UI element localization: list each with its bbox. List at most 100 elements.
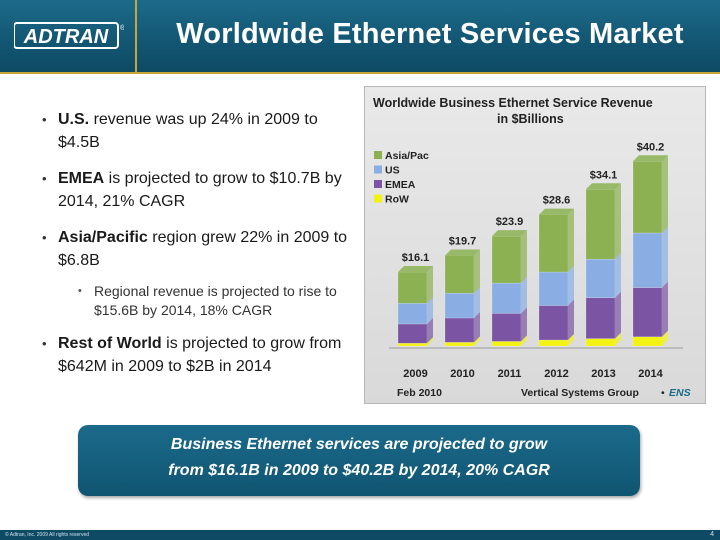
- legend-swatch-us: [374, 165, 382, 174]
- bar-segment-asiapac-2010: [444, 255, 475, 294]
- bar-segment-emea-2011: [491, 313, 522, 342]
- bar-side-us-2011: [521, 277, 527, 314]
- bar-segment-emea-2009: [397, 323, 428, 344]
- logo-registered-mark: ®: [120, 24, 124, 32]
- bar-segment-asiapac-2009: [397, 271, 428, 304]
- total-label-2009: $16.1: [402, 252, 430, 264]
- total-label-2013: $34.1: [590, 169, 618, 181]
- bar-segment-emea-2013: [585, 297, 616, 339]
- bar-side-asiapac-2013: [615, 183, 621, 260]
- bar-top-2011: [492, 230, 527, 237]
- bar-side-us-2009: [427, 297, 433, 324]
- chart-canvas: Worldwide Business Ethernet Service Reve…: [373, 96, 691, 399]
- bullet-emea: EMEA is projected to grow to $10.7B by 2…: [40, 167, 360, 213]
- bar-segment-us-2012: [538, 271, 569, 306]
- bar-segment-asiapac-2014: [632, 161, 663, 234]
- bar-top-2012: [539, 208, 574, 215]
- bar-side-row-2014: [662, 330, 668, 346]
- x-tick-2009: 2009: [403, 368, 427, 380]
- bar-side-us-2012: [568, 266, 574, 306]
- bar-segment-row-2013: [585, 338, 616, 347]
- x-tick-2010: 2010: [450, 368, 474, 380]
- bar-segment-us-2013: [585, 258, 616, 298]
- bar-side-emea-2014: [662, 281, 668, 337]
- adtran-logo: ADTRAN ®: [14, 22, 124, 49]
- legend-swatch-asiapac: [374, 151, 382, 159]
- bar-side-us-2014: [662, 226, 668, 288]
- bar-segment-us-2014: [632, 232, 663, 288]
- bar-side-row-2011: [521, 335, 527, 346]
- bar-segment-row-2011: [491, 341, 522, 347]
- bar-top-2009: [398, 266, 433, 273]
- bar-side-emea-2012: [568, 299, 574, 341]
- bar-segment-asiapac-2013: [585, 189, 616, 260]
- bar-segment-emea-2010: [444, 317, 475, 343]
- bar-segment-asiapac-2011: [491, 235, 522, 284]
- bar-side-asiapac-2011: [521, 230, 527, 284]
- header-divider: [0, 72, 720, 74]
- footer-bar: © Adtran, Inc. 2009 All rights reserved …: [0, 530, 720, 540]
- sub-bullet-regional: Regional revenue is projected to rise to…: [74, 282, 360, 320]
- chart-source-suffix: ENS: [669, 387, 691, 399]
- bar-segment-row-2010: [444, 342, 475, 347]
- page-title: Worldwide Ethernet Services Market: [176, 18, 684, 50]
- bar-side-asiapac-2012: [568, 208, 574, 273]
- bullet-us: U.S. revenue was up 24% in 2009 to $4.5B: [40, 108, 360, 154]
- bar-segment-emea-2014: [632, 287, 663, 338]
- revenue-chart: Worldwide Business Ethernet Service Reve…: [364, 86, 706, 404]
- chart-title: Worldwide Business Ethernet Service Reve…: [373, 96, 653, 110]
- bar-side-row-2009: [427, 337, 433, 346]
- bar-segment-emea-2012: [538, 305, 569, 341]
- bar-segment-row-2014: [632, 336, 663, 347]
- total-label-2012: $28.6: [543, 195, 571, 207]
- x-tick-2013: 2013: [591, 368, 615, 380]
- bullet-asia-pacific: Asia/Pacific region grew 22% in 2009 to …: [40, 226, 360, 272]
- bar-segment-us-2009: [397, 303, 428, 325]
- legend-swatch-row: [374, 194, 382, 203]
- x-tick-2012: 2012: [544, 368, 568, 380]
- bar-side-us-2013: [615, 253, 621, 298]
- bar-side-emea-2010: [474, 311, 480, 343]
- total-label-2011: $23.9: [496, 216, 524, 228]
- bar-side-emea-2011: [521, 307, 527, 342]
- bar-top-2013: [586, 183, 621, 190]
- bullet-rest-of-world: Rest of World is projected to grow from …: [40, 332, 360, 378]
- chart-source-separator: •: [661, 387, 665, 399]
- bar-side-row-2010: [474, 336, 480, 346]
- bar-side-emea-2013: [615, 291, 621, 339]
- bar-side-row-2012: [568, 334, 574, 346]
- bar-segment-row-2012: [538, 339, 569, 347]
- bar-top-2014: [633, 155, 668, 162]
- header-bar: ADTRAN ® Worldwide Ethernet Services Mar…: [0, 0, 720, 72]
- legend-label-emea: EMEA: [385, 179, 416, 191]
- bar-side-asiapac-2009: [427, 266, 433, 304]
- bar-side-asiapac-2014: [662, 155, 668, 233]
- total-label-2010: $19.7: [449, 235, 477, 247]
- legend-swatch-emea: [374, 180, 382, 188]
- bar-side-row-2013: [615, 332, 621, 346]
- x-tick-2014: 2014: [638, 368, 663, 380]
- total-label-2014: $40.2: [637, 141, 665, 153]
- bar-segment-row-2009: [397, 342, 428, 347]
- footer-copyright: © Adtran, Inc. 2009 All rights reserved: [5, 532, 90, 538]
- page-number: 4: [710, 531, 714, 538]
- bullet-list: U.S. revenue was up 24% in 2009 to $4.5B…: [40, 108, 360, 391]
- bar-segment-asiapac-2012: [538, 214, 569, 273]
- logo-area: ADTRAN ®: [0, 0, 137, 72]
- legend-label-row: RoW: [385, 194, 409, 206]
- bar-top-2010: [445, 249, 480, 256]
- legend-label-us: US: [385, 165, 400, 177]
- bar-side-emea-2009: [427, 317, 433, 344]
- x-tick-2011: 2011: [498, 368, 522, 380]
- callout-line-1: Business Ethernet services are projected…: [170, 436, 548, 453]
- chart-source: Vertical Systems Group: [521, 387, 639, 399]
- chart-date-note: Feb 2010: [397, 387, 442, 399]
- summary-callout: Business Ethernet services are projected…: [78, 425, 640, 496]
- chart-subtitle: in $Billions: [497, 112, 564, 126]
- bar-side-asiapac-2010: [474, 249, 480, 294]
- callout-line-2: from $16.1B in 2009 to $40.2B by 2014, 2…: [168, 462, 550, 479]
- bar-segment-us-2011: [491, 282, 522, 314]
- bar-side-us-2010: [474, 287, 480, 318]
- logo-text: ADTRAN: [23, 26, 109, 48]
- legend-label-asiapac: Asia/Pac: [385, 150, 429, 162]
